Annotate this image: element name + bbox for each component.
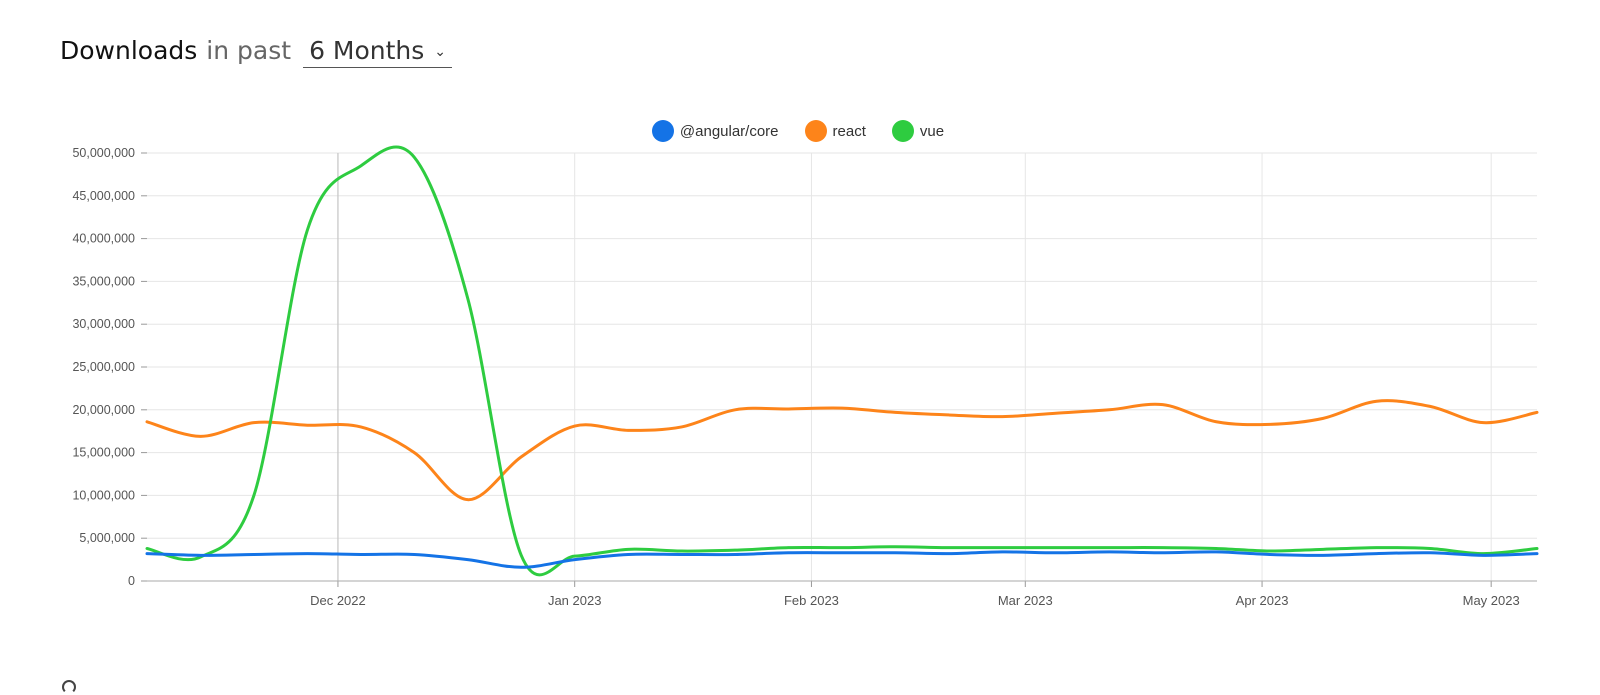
partial-icon (62, 680, 76, 694)
y-tick-label: 45,000,000 (72, 189, 135, 203)
legend-item-react[interactable]: react (804, 120, 866, 142)
chevron-down-icon: ⌄ (434, 44, 447, 60)
y-tick-label: 20,000,000 (72, 403, 135, 417)
legend-item-vue[interactable]: vue (891, 120, 945, 142)
period-dropdown[interactable]: 6 Months ⌄ (303, 36, 453, 68)
y-tick-label: 40,000,000 (72, 232, 135, 246)
legend-label: @angular/core (679, 122, 779, 140)
x-tick-label: Mar 2023 (998, 593, 1053, 608)
y-tick-label: 5,000,000 (79, 531, 135, 545)
legend-label: react (832, 122, 866, 140)
legend-label: vue (919, 122, 945, 140)
header-title: Downloads (60, 36, 198, 65)
legend-swatch (804, 120, 827, 142)
period-value: 6 Months (309, 36, 425, 65)
header-subtitle: in past (206, 36, 292, 65)
downloads-header: Downloads in past 6 Months ⌄ (60, 36, 453, 68)
chart-legend: @angular/core react vue (0, 120, 1600, 142)
y-tick-label: 15,000,000 (72, 446, 135, 460)
legend-item-angular-core[interactable]: @angular/core (651, 120, 779, 142)
y-tick-label: 0 (128, 574, 135, 588)
y-tick-label: 30,000,000 (72, 317, 135, 331)
y-tick-label: 50,000,000 (72, 146, 135, 160)
x-tick-label: Feb 2023 (784, 593, 839, 608)
series-line-angular-core (145, 550, 1539, 569)
x-tick-label: Apr 2023 (1236, 593, 1289, 608)
x-tick-label: Jan 2023 (548, 593, 602, 608)
y-tick-label: 10,000,000 (72, 488, 135, 502)
series-line-react (145, 399, 1539, 502)
y-tick-label: 35,000,000 (72, 274, 135, 288)
legend-swatch (651, 120, 674, 142)
series-line-vue (145, 145, 1539, 577)
y-tick-label: 25,000,000 (72, 360, 135, 374)
legend-swatch (891, 120, 914, 142)
x-tick-label: May 2023 (1463, 593, 1520, 608)
x-tick-label: Dec 2022 (310, 593, 366, 608)
